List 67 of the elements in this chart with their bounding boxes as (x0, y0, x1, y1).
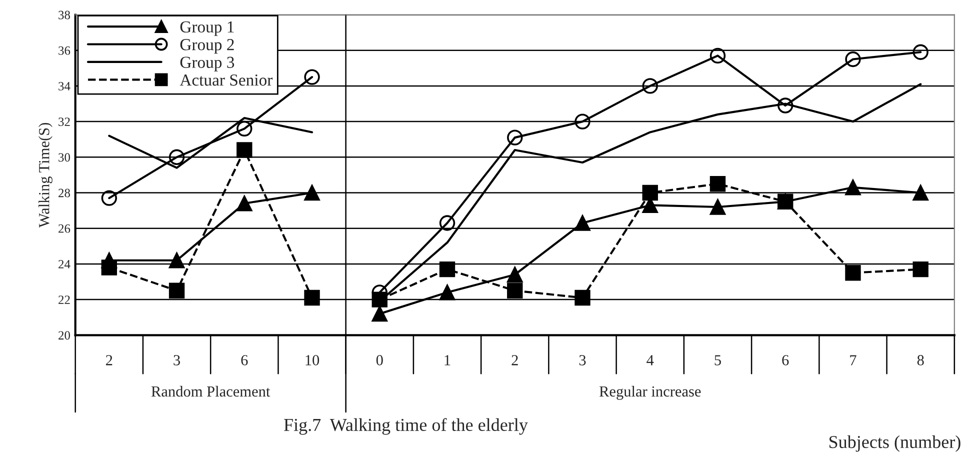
point (372, 292, 388, 308)
x-tick-label: 2 (512, 355, 518, 366)
y-tick-label: 36 (58, 46, 70, 55)
point (236, 142, 252, 158)
point (845, 51, 861, 68)
point (439, 284, 456, 300)
x-tick-label: 2 (106, 355, 112, 366)
point (304, 69, 320, 85)
x-tick-label: 8 (917, 355, 924, 366)
point (778, 194, 794, 210)
point (642, 184, 658, 201)
point (507, 130, 523, 146)
x-tick-label: 5 (714, 355, 721, 366)
y-tick-label: 20 (58, 331, 70, 340)
x-tick-label: 10 (306, 355, 320, 366)
point (710, 176, 726, 192)
point (507, 266, 523, 282)
caption: Fig.7 Walking time of the elderly (284, 418, 528, 435)
point (168, 282, 185, 298)
text: Regular increase (599, 386, 701, 400)
point (168, 252, 185, 268)
point (710, 48, 726, 64)
y-tick-label: 22 (58, 296, 70, 304)
y-tick-label: 32 (58, 118, 70, 126)
point (574, 215, 590, 231)
point (372, 306, 388, 322)
x-tick-label: 4 (646, 355, 654, 366)
y-tick-label: 30 (58, 153, 70, 162)
point (168, 149, 185, 165)
point (778, 98, 794, 114)
y-tick-label: 38 (58, 10, 70, 20)
point (236, 120, 252, 137)
point (101, 190, 118, 206)
x-tick-label: 3 (579, 355, 586, 366)
point (845, 265, 861, 281)
x-tick-label: 3 (174, 355, 180, 366)
point (642, 78, 658, 94)
x-tick-label: 7 (850, 355, 856, 366)
y-tick-label: 34 (58, 82, 70, 90)
y-tick-label: 24 (58, 260, 70, 268)
point (101, 260, 118, 276)
point (236, 196, 252, 212)
point (912, 261, 928, 278)
point (507, 282, 523, 298)
y-tick-label: 26 (58, 224, 70, 233)
text: Random Placement (151, 386, 270, 397)
x-tick-label: 6 (782, 355, 789, 366)
x-tick-label: 6 (241, 355, 248, 366)
point (845, 180, 861, 196)
point (304, 184, 320, 201)
point (912, 44, 928, 60)
point (710, 199, 726, 215)
point (439, 215, 456, 231)
x-tick-label: 0 (376, 355, 383, 366)
legend-label: Group 3 (180, 56, 234, 72)
y-axis-title: Walking Time(S) (38, 122, 52, 228)
legend-label: Group 2 (180, 39, 234, 54)
legend-label: Actuar Senior (180, 74, 273, 86)
y-tick-label: 28 (58, 188, 70, 198)
point (439, 261, 456, 278)
point (912, 184, 928, 201)
legend-label: Group 1 (180, 21, 234, 36)
point (574, 290, 590, 306)
x-tick-label: 1 (444, 355, 450, 366)
x-axis-title: Subjects (number) (830, 435, 960, 452)
point (304, 290, 320, 306)
point (574, 114, 590, 130)
